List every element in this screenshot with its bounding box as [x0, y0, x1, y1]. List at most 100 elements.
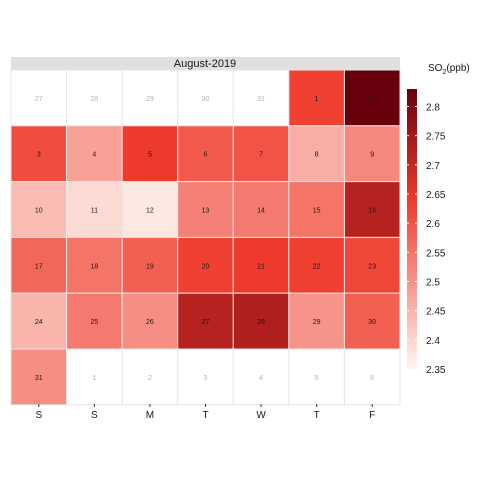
x-tick-label: S	[91, 410, 98, 421]
day-label: 28	[257, 319, 265, 326]
day-cell	[343, 181, 401, 238]
day-cell	[232, 292, 290, 350]
day-label: 14	[257, 208, 265, 215]
day-label: 6	[204, 152, 208, 159]
day-label: 30	[202, 96, 210, 103]
day-label: 5	[315, 375, 319, 382]
day-cell	[288, 292, 345, 350]
x-tick-label: W	[256, 410, 266, 421]
panel-strip	[11, 57, 400, 70]
day-label: 22	[313, 263, 321, 270]
day-label: 4	[92, 152, 96, 159]
x-tick-label: S	[35, 410, 42, 421]
legend-ticks: 2.35 2.4 2.45 2.5 2.55 2.6 2.65 2.7 2.75 2.8	[407, 103, 446, 376]
day-label: 1	[92, 375, 96, 382]
day-cell	[288, 348, 345, 406]
day-label: 31	[257, 96, 265, 103]
day-cell	[343, 236, 401, 294]
day-label: 1	[315, 96, 319, 103]
day-cell	[10, 292, 68, 350]
day-label: 2	[148, 375, 152, 382]
legend-colorbar	[407, 89, 417, 369]
legend-tick-label: 2.65	[426, 190, 446, 201]
day-cell	[288, 69, 345, 127]
day-label: 11	[91, 208, 98, 215]
day-label: 23	[368, 263, 376, 270]
day-cell	[288, 125, 345, 183]
x-tick-label: T	[314, 410, 320, 421]
legend-tick-label: 2.7	[426, 161, 440, 172]
day-label: 8	[315, 152, 319, 159]
day-cell	[66, 348, 123, 406]
day-label: 20	[202, 263, 210, 270]
day-label: 26	[146, 319, 154, 326]
legend-tick-label: 2.55	[426, 248, 446, 259]
day-label: 28	[90, 96, 98, 103]
day-label: 31	[35, 375, 43, 382]
day-cell	[177, 348, 234, 406]
day-label: 24	[35, 319, 43, 326]
legend-tick-label: 2.75	[426, 132, 446, 143]
day-cell	[10, 181, 68, 238]
day-label: 19	[146, 263, 154, 270]
day-label: 5	[148, 152, 152, 159]
day-label: 7	[259, 152, 263, 159]
day-cell	[121, 292, 179, 350]
day-label: 18	[90, 263, 98, 270]
chart-title: August-2019	[174, 58, 236, 70]
day-label: 15	[313, 208, 321, 215]
legend-tick-label: 2.6	[426, 219, 440, 230]
x-tick-label: T	[202, 410, 208, 421]
day-label: 16	[368, 208, 376, 215]
legend-title-sub: 2	[442, 69, 446, 76]
day-label: 3	[204, 375, 208, 382]
day-cell	[10, 348, 68, 406]
day-cell	[66, 125, 123, 183]
day-cell	[10, 125, 68, 183]
day-cell	[343, 69, 401, 127]
day-cell	[232, 181, 290, 238]
day-cell	[232, 125, 290, 183]
day-cell	[232, 69, 290, 127]
day-cell	[343, 292, 401, 350]
calendar-cells	[10, 69, 401, 406]
day-cell	[288, 236, 345, 294]
legend: SO2(ppb) 2.35 2.4 2.45 2.5 2.55 2.6 2.65 2.7 2.7…	[407, 63, 470, 376]
legend-title-main: SO	[428, 63, 443, 74]
legend-title-unit: (ppb)	[446, 63, 469, 74]
day-cell	[177, 292, 234, 350]
day-label: 12	[146, 208, 154, 215]
day-label: 6	[370, 375, 374, 382]
legend-tick-label: 2.8	[426, 103, 440, 114]
day-label: 29	[313, 319, 321, 326]
day-label: 27	[35, 96, 43, 103]
day-cell	[177, 125, 234, 183]
day-label: 10	[35, 208, 43, 215]
day-cell	[121, 348, 179, 406]
day-cell	[343, 348, 401, 406]
day-label: 17	[35, 263, 43, 270]
legend-title: SO2(ppb)	[428, 63, 470, 76]
legend-tick-label: 2.35	[426, 365, 446, 376]
day-label: 4	[259, 375, 263, 382]
legend-tick-label: 2.5	[426, 278, 440, 289]
day-label: 29	[146, 96, 154, 103]
day-cell	[10, 236, 68, 294]
day-label: 21	[257, 263, 265, 270]
day-label: 25	[90, 319, 98, 326]
day-label: 2	[370, 96, 374, 103]
day-cell	[177, 236, 234, 294]
legend-tick-label: 2.45	[426, 307, 446, 318]
day-cell	[177, 181, 234, 238]
day-label: 30	[368, 319, 376, 326]
day-label: 3	[37, 152, 41, 159]
day-label: 13	[202, 208, 210, 215]
day-label: 9	[370, 152, 374, 159]
x-tick-label: M	[146, 410, 154, 421]
day-cell	[121, 236, 179, 294]
day-cell	[343, 125, 401, 183]
day-label: 27	[202, 319, 210, 326]
